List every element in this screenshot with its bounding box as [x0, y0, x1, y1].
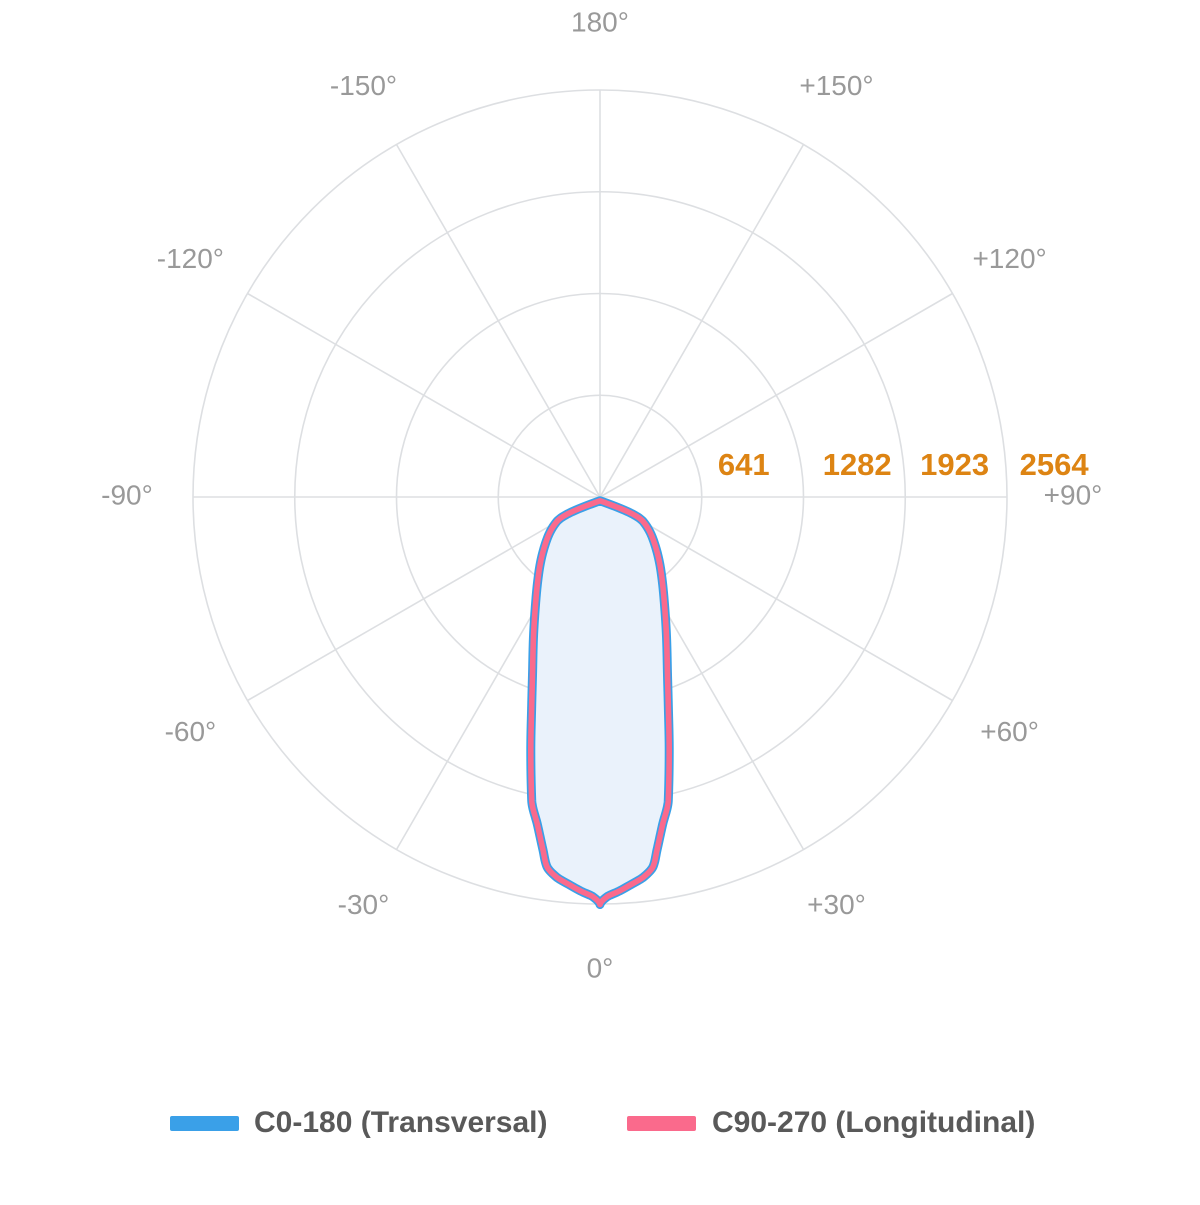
- svg-text:-60°: -60°: [165, 716, 217, 747]
- svg-text:+150°: +150°: [799, 70, 873, 101]
- svg-text:180°: 180°: [571, 6, 629, 37]
- svg-text:+120°: +120°: [972, 243, 1046, 274]
- svg-text:+30°: +30°: [807, 889, 866, 920]
- svg-text:641: 641: [718, 447, 770, 482]
- svg-text:2564: 2564: [1020, 447, 1090, 482]
- svg-text:C90-270 (Longitudinal): C90-270 (Longitudinal): [712, 1106, 1035, 1139]
- svg-text:-120°: -120°: [157, 243, 224, 274]
- svg-text:C0-180 (Transversal): C0-180 (Transversal): [254, 1106, 548, 1139]
- svg-text:+60°: +60°: [980, 716, 1039, 747]
- svg-text:-30°: -30°: [338, 889, 390, 920]
- svg-text:-150°: -150°: [330, 70, 397, 101]
- svg-text:+90°: +90°: [1044, 479, 1103, 510]
- svg-text:1282: 1282: [823, 447, 892, 482]
- svg-text:-90°: -90°: [101, 479, 153, 510]
- svg-text:0°: 0°: [587, 952, 614, 983]
- svg-text:1923: 1923: [920, 447, 989, 482]
